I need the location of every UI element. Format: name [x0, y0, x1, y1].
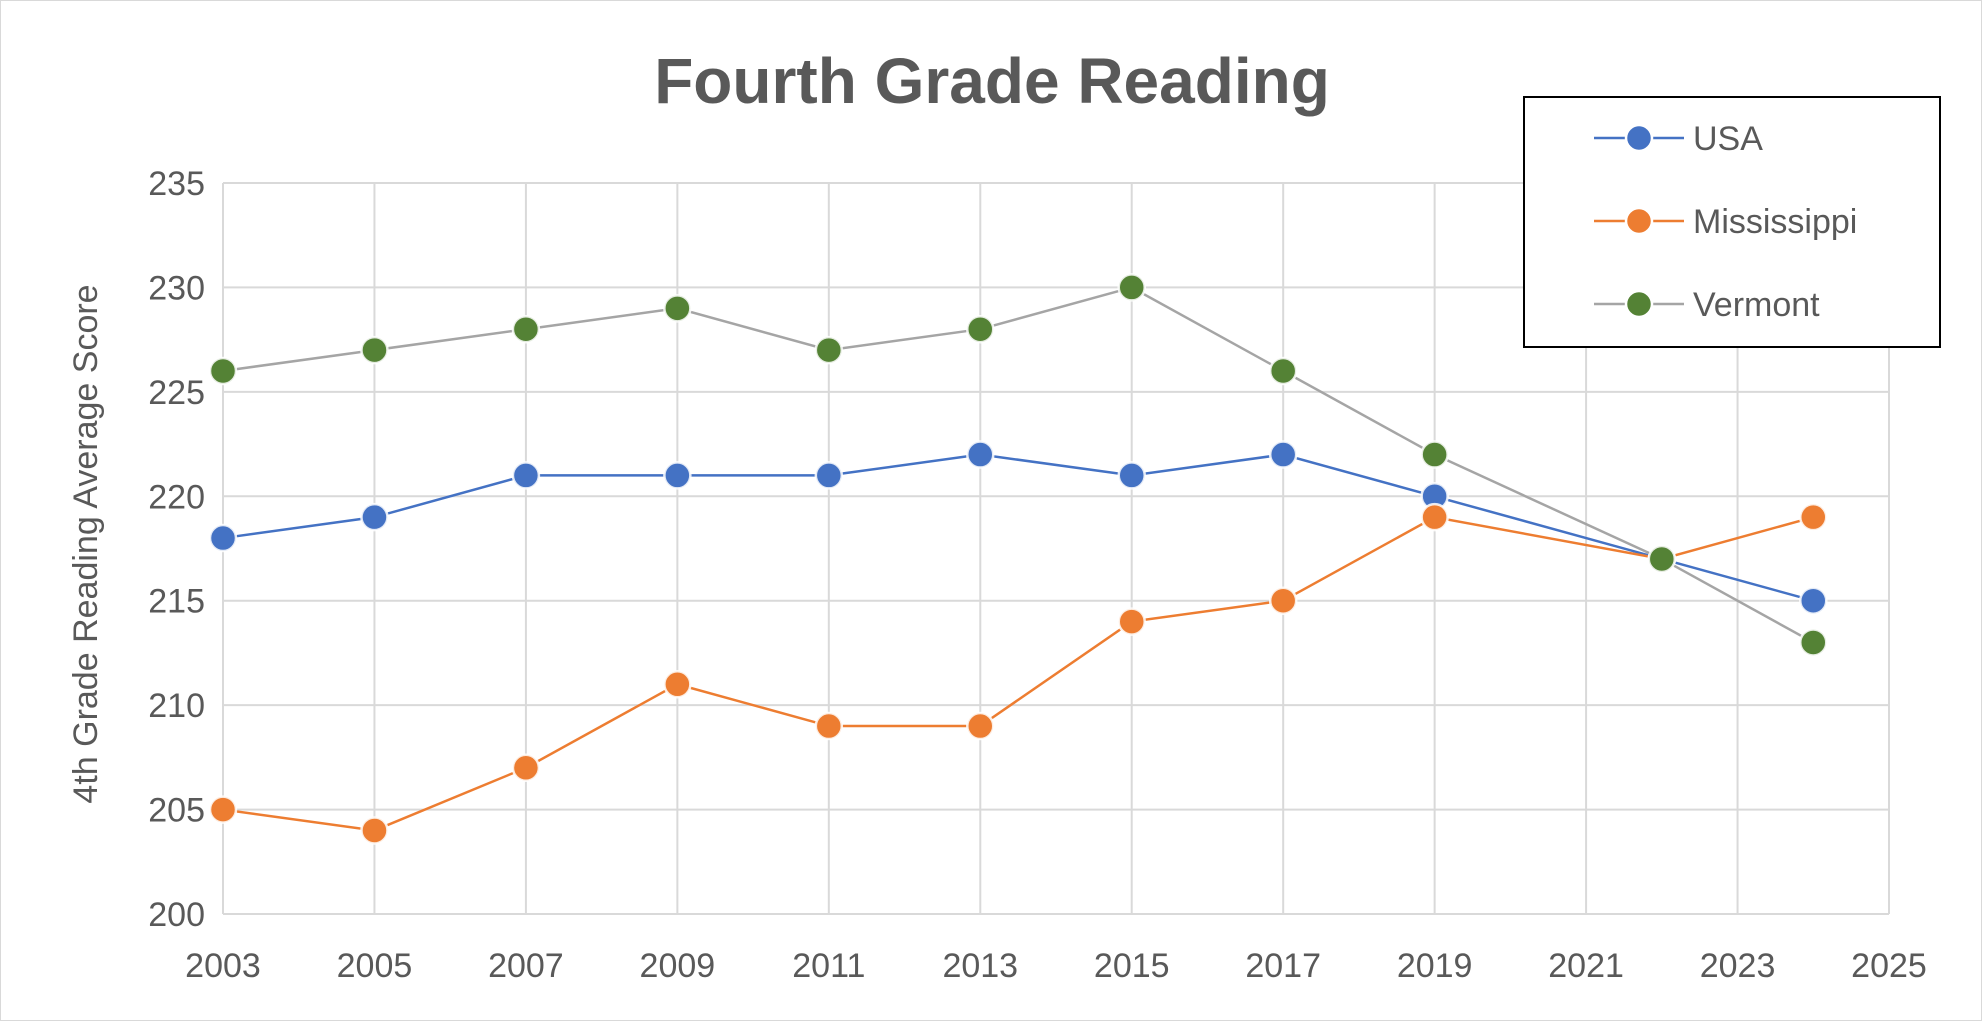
- legend-box: [1523, 96, 1941, 348]
- data-point-mississippi: [1799, 502, 1828, 532]
- data-point-vermont: [1420, 440, 1449, 469]
- x-tick-label: 2017: [1245, 947, 1321, 985]
- x-tick-label: 2025: [1851, 947, 1927, 985]
- legend-marker-vermont: [1624, 289, 1654, 319]
- data-point-vermont: [360, 335, 389, 365]
- legend-marker-usa: [1624, 123, 1654, 153]
- x-tick-label: 2007: [488, 947, 564, 985]
- x-tick-label: 2023: [1700, 947, 1776, 985]
- legend-item-mississippi: Mississippi: [1594, 203, 1857, 241]
- data-point-vermont: [1799, 628, 1828, 657]
- x-tick-label: 2005: [337, 947, 413, 985]
- data-point-mississippi: [511, 753, 541, 783]
- x-tick-label: 2019: [1397, 947, 1473, 985]
- data-point-usa: [360, 502, 389, 532]
- legend-label-usa: USA: [1693, 120, 1763, 158]
- legend-label-mississippi: Mississippi: [1693, 203, 1857, 241]
- y-tick-label: 235: [148, 165, 205, 203]
- y-tick-label: 230: [148, 269, 205, 307]
- y-tick-label: 220: [148, 478, 205, 516]
- x-tick-label: 2021: [1548, 947, 1624, 985]
- y-tick-label: 200: [148, 896, 205, 934]
- y-axis-title: 4th Grade Reading Average Score: [67, 284, 105, 803]
- data-point-usa: [1117, 461, 1146, 490]
- y-tick-label: 205: [148, 792, 205, 830]
- series-layer: [208, 273, 1828, 845]
- legend: USA Mississippi Vermont: [1523, 96, 1941, 348]
- data-point-vermont: [966, 314, 995, 344]
- legend-item-usa: USA: [1594, 120, 1763, 158]
- data-point-mississippi: [663, 670, 692, 699]
- x-tick-label: 2003: [185, 947, 261, 985]
- x-tick-label: 2015: [1094, 947, 1170, 985]
- data-point-vermont: [511, 314, 541, 344]
- x-tick-label: 2013: [942, 947, 1018, 985]
- data-point-vermont: [1117, 273, 1146, 302]
- data-point-usa: [814, 461, 844, 490]
- x-tick-label: 2011: [792, 947, 865, 985]
- x-axis-ticks: 2003 2005 2007 2009 2011 2013 2015 2017 2019 2021…: [185, 947, 1927, 985]
- y-tick-label: 225: [148, 374, 205, 412]
- data-point-vermont: [1268, 356, 1298, 386]
- data-point-usa: [663, 461, 692, 490]
- data-point-usa: [966, 440, 995, 469]
- chart-title: Fourth Grade Reading: [654, 45, 1330, 117]
- data-point-mississippi: [1268, 586, 1298, 615]
- data-point-usa: [1268, 440, 1298, 469]
- x-tick-label: 2009: [640, 947, 716, 985]
- series-mississippi: [208, 502, 1828, 845]
- data-point-vermont: [663, 294, 692, 323]
- data-point-vermont: [1647, 544, 1677, 574]
- data-point-usa: [511, 461, 541, 490]
- data-point-vermont: [814, 335, 844, 365]
- y-tick-label: 210: [148, 687, 205, 725]
- data-point-usa: [208, 523, 238, 553]
- y-axis-ticks: 200 205 210 215 220 225 230 235: [148, 165, 205, 934]
- data-point-usa: [1799, 586, 1828, 615]
- data-point-mississippi: [208, 795, 238, 824]
- data-point-mississippi: [1420, 502, 1449, 532]
- series-line-mississippi: [222, 515, 1814, 832]
- y-tick-label: 215: [148, 583, 205, 621]
- series-vermont: [208, 273, 1828, 657]
- series-line-usa: [222, 453, 1814, 602]
- data-point-mississippi: [360, 816, 389, 845]
- data-point-mississippi: [1117, 607, 1146, 636]
- data-point-mississippi: [814, 711, 844, 741]
- legend-marker-mississippi: [1624, 206, 1654, 236]
- legend-item-vermont: Vermont: [1594, 286, 1820, 324]
- legend-label-vermont: Vermont: [1693, 286, 1820, 324]
- data-point-mississippi: [966, 711, 995, 741]
- data-point-vermont: [208, 356, 238, 386]
- series-usa: [208, 440, 1828, 615]
